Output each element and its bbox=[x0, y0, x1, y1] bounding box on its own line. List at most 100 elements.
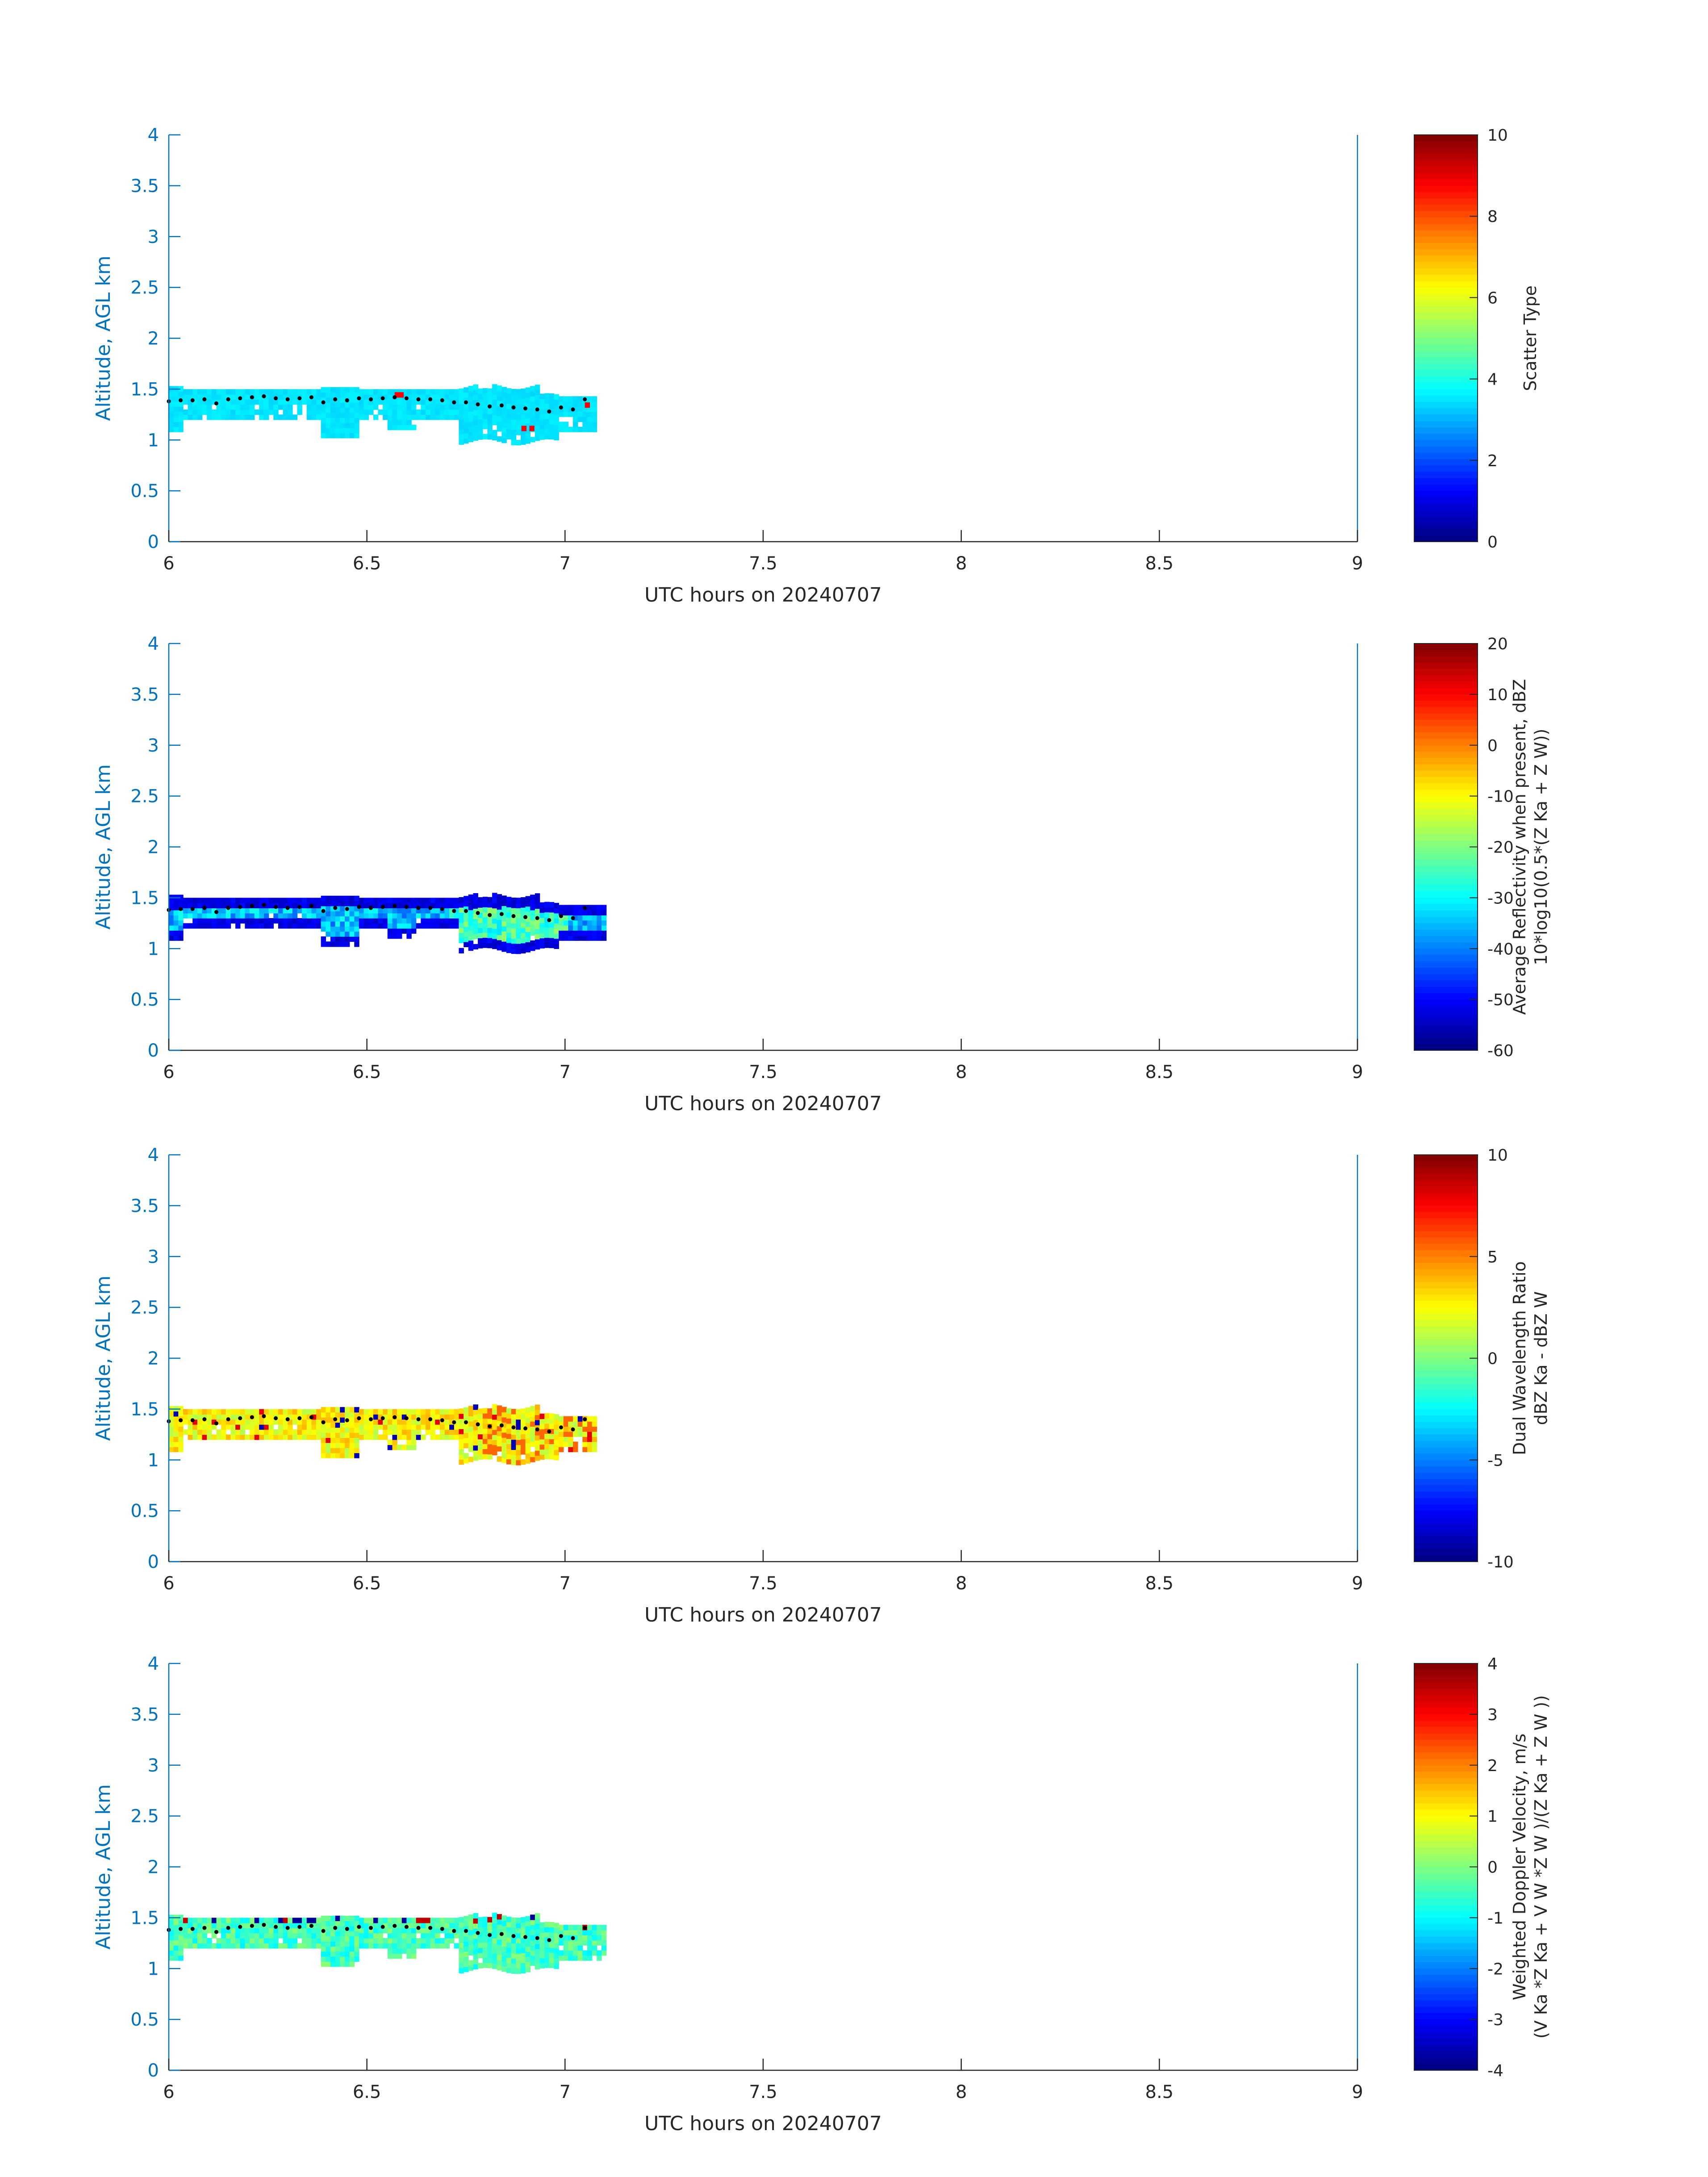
heatmap-cell bbox=[173, 1426, 179, 1432]
heatmap-cell bbox=[335, 921, 341, 927]
heatmap-cell bbox=[292, 898, 298, 903]
heatmap-cell bbox=[559, 426, 564, 432]
heatmap-cell bbox=[178, 1930, 184, 1935]
heatmap-cell bbox=[297, 918, 302, 924]
cloud-base-dot bbox=[179, 398, 183, 402]
heatmap-cell bbox=[592, 1426, 597, 1432]
heatmap-cell bbox=[288, 923, 293, 929]
heatmap-cell bbox=[554, 1963, 559, 1969]
heatmap-cell bbox=[278, 908, 284, 914]
heatmap-cell bbox=[525, 1926, 530, 1932]
heatmap-cell bbox=[468, 1431, 474, 1437]
heatmap-cell bbox=[330, 921, 336, 927]
heatmap-cell bbox=[544, 403, 550, 409]
heatmap-cell bbox=[397, 1953, 402, 1959]
heatmap-cell bbox=[516, 903, 521, 908]
heatmap-cell bbox=[197, 404, 203, 410]
heatmap-cell bbox=[221, 913, 226, 919]
heatmap-cell bbox=[478, 1424, 483, 1429]
heatmap-cell bbox=[535, 395, 540, 401]
heatmap-cell bbox=[392, 933, 397, 939]
heatmap-cell bbox=[539, 1449, 545, 1455]
heatmap-cell bbox=[482, 902, 488, 907]
heatmap-cell bbox=[544, 1932, 550, 1938]
colorbar-step bbox=[1414, 370, 1478, 377]
heatmap-cell bbox=[421, 918, 426, 924]
heatmap-cell bbox=[268, 1429, 274, 1435]
cloud-base-dots bbox=[167, 394, 587, 414]
heatmap-cell bbox=[349, 1422, 355, 1428]
cloud-base-dot bbox=[535, 1936, 539, 1940]
heatmap-cell bbox=[392, 1409, 397, 1415]
heatmap-cell bbox=[254, 1429, 260, 1435]
heatmap-cell bbox=[197, 1933, 203, 1939]
heatmap-cell bbox=[397, 419, 402, 425]
heatmap-cell bbox=[411, 1429, 417, 1435]
heatmap-cell bbox=[335, 422, 341, 428]
heatmap-cell bbox=[573, 1935, 578, 1941]
heatmap-cell bbox=[254, 1943, 260, 1949]
heatmap-cell bbox=[345, 931, 350, 937]
heatmap-cell bbox=[492, 1450, 497, 1455]
heatmap-cell bbox=[426, 1938, 431, 1944]
heatmap-cell bbox=[383, 409, 388, 415]
heatmap-cell bbox=[406, 903, 412, 908]
heatmap-cell bbox=[449, 1429, 455, 1435]
heatmap-cell bbox=[268, 1434, 274, 1440]
heatmap-cell bbox=[459, 1952, 464, 1958]
heatmap-cell bbox=[207, 908, 212, 914]
colorbar-step bbox=[1414, 2013, 1478, 2020]
heatmap-cell bbox=[430, 923, 435, 929]
heatmap-cell bbox=[421, 913, 426, 919]
heatmap-cell bbox=[468, 1457, 474, 1462]
heatmap-cell bbox=[516, 430, 521, 435]
heatmap-cell bbox=[387, 1419, 393, 1425]
heatmap-cell bbox=[406, 1918, 412, 1923]
heatmap-cell bbox=[468, 406, 474, 412]
heatmap-cell bbox=[521, 414, 526, 420]
colorbar-step bbox=[1414, 1174, 1478, 1181]
heatmap-cell bbox=[383, 404, 388, 410]
heatmap-cell bbox=[406, 1948, 412, 1954]
cloud-base-dot bbox=[202, 906, 207, 910]
heatmap-cell bbox=[330, 387, 336, 393]
heatmap-cell bbox=[601, 915, 607, 921]
heatmap-cell bbox=[173, 1421, 179, 1427]
colorbar-step bbox=[1414, 840, 1478, 848]
heatmap-cell bbox=[345, 936, 350, 942]
heatmap-cell bbox=[454, 1918, 459, 1923]
cloud-base-dot bbox=[321, 1420, 326, 1425]
heatmap-cell bbox=[273, 409, 279, 415]
heatmap-cell bbox=[468, 1950, 474, 1956]
heatmap-cell bbox=[406, 404, 412, 410]
heatmap-cell bbox=[226, 908, 231, 914]
heatmap-cell bbox=[349, 1442, 355, 1448]
cloud-base-dot bbox=[464, 400, 468, 405]
heatmap-cell bbox=[464, 936, 469, 942]
heatmap-cell bbox=[268, 1918, 274, 1923]
heatmap-cell bbox=[464, 1437, 469, 1443]
cloud-base-dot bbox=[499, 403, 504, 408]
colorbar-step bbox=[1414, 2019, 1478, 2027]
colorbar-step bbox=[1414, 1037, 1478, 1045]
heatmap-cell bbox=[306, 908, 312, 914]
heatmap-cell bbox=[264, 913, 269, 919]
heatmap-cell bbox=[197, 414, 203, 420]
heatmap-cell bbox=[482, 1408, 488, 1414]
heatmap-cell bbox=[326, 1956, 331, 1962]
heatmap-cell bbox=[459, 388, 464, 394]
heatmap-cell bbox=[511, 399, 517, 405]
heatmap-cell bbox=[216, 1922, 221, 1928]
heatmap-cell bbox=[306, 1434, 312, 1440]
heatmap-cell bbox=[406, 1424, 412, 1430]
heatmap-cell bbox=[563, 1950, 569, 1956]
heatmap-cell bbox=[435, 1928, 440, 1934]
heatmap-cell bbox=[245, 923, 250, 929]
colorbar-step bbox=[1414, 414, 1478, 422]
heatmap-cell bbox=[597, 1940, 602, 1946]
heatmap-cell bbox=[349, 1936, 355, 1942]
heatmap-cell bbox=[283, 394, 288, 400]
cloud-base-dots bbox=[167, 1414, 587, 1433]
heatmap-cell bbox=[516, 1943, 521, 1949]
heatmap-cell bbox=[178, 925, 184, 931]
